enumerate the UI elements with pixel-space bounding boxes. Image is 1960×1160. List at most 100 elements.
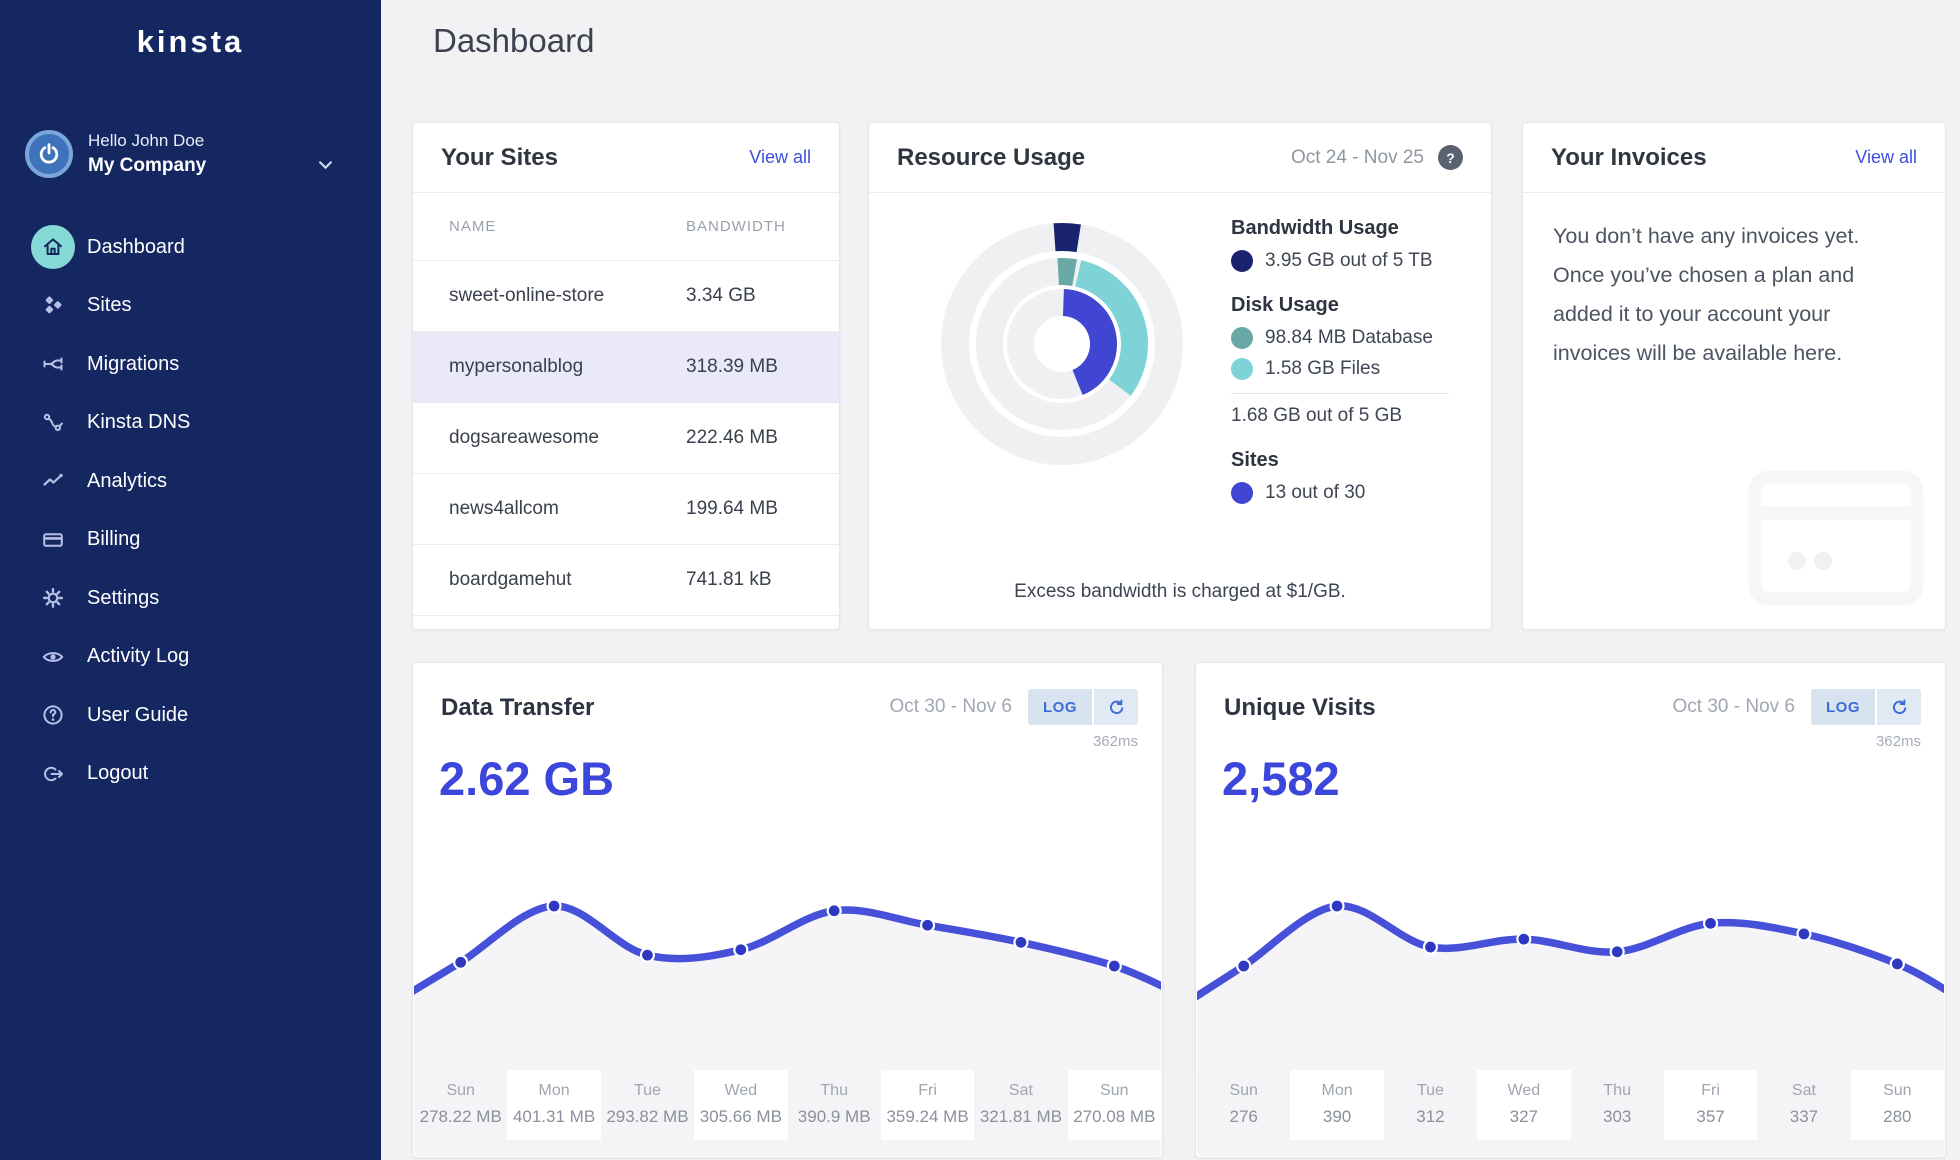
column-bandwidth: BANDWIDTH [686, 218, 786, 235]
legend-item-files: 1.58 GB Files [1231, 358, 1481, 380]
sites-table-body: sweet-online-store 3.34 GB mypersonalblog 3… [413, 261, 839, 616]
site-name: news4allcom [449, 498, 559, 519]
eye-icon [31, 635, 75, 679]
table-row[interactable]: sweet-online-store 3.34 GB [413, 261, 839, 332]
company-name: My Company [88, 155, 207, 176]
axis-value: 357 [1696, 1107, 1725, 1126]
chevron-down-icon[interactable] [318, 160, 333, 170]
user-greeting: Hello John Doe [88, 131, 205, 150]
database-dot [1231, 327, 1253, 349]
axis-label: Tue 312 [1384, 1070, 1477, 1140]
sites-view-all-link[interactable]: View all [749, 147, 811, 167]
visits-log-button[interactable]: LOG [1811, 689, 1875, 725]
transfer-log-button[interactable]: LOG [1028, 689, 1092, 725]
logout-icon [31, 752, 75, 796]
axis-label: Sun 270.08 MB [1067, 1070, 1161, 1140]
table-row[interactable]: boardgamehut 741.81 kB [413, 545, 839, 616]
visits-axis-labels: Sun 276 Mon 390 Tue 312 Wed 327 Thu 303 Fri 357 Sat 3… [1197, 1070, 1944, 1156]
data-point-thu-4 [1609, 944, 1625, 960]
axis-value: 359.24 MB [886, 1107, 969, 1126]
axis-value: 305.66 MB [699, 1107, 782, 1126]
data-transfer-card: Data Transfer Oct 30 - Nov 6 LOG 362ms 2… [412, 662, 1163, 1158]
sidebar-item-dashboard[interactable]: Dashboard [0, 218, 381, 277]
transfer-refresh-button[interactable] [1094, 689, 1138, 725]
sidebar-item-activity-log[interactable]: Activity Log [0, 628, 381, 687]
site-bandwidth: 741.81 kB [686, 569, 772, 590]
files-dot [1231, 358, 1253, 380]
axis-label: Sat 337 [1757, 1070, 1850, 1140]
invoices-view-all-link[interactable]: View all [1855, 147, 1917, 167]
sites-table-header: NAME BANDWIDTH [413, 193, 839, 261]
transfer-date-range: Oct 30 - Nov 6 [889, 696, 1013, 717]
sidebar-item-kinsta-dns[interactable]: Kinsta DNS [0, 394, 381, 453]
axis-label: Sun 276 [1197, 1070, 1290, 1140]
site-name: boardgamehut [449, 569, 572, 590]
sidebar-item-label: Logout [87, 762, 149, 785]
sidebar-item-user-guide[interactable]: User Guide [0, 686, 381, 745]
axis-label: Thu 303 [1571, 1070, 1664, 1140]
sidebar-item-label: Activity Log [87, 645, 190, 668]
bandwidth-usage-heading: Bandwidth Usage [1231, 217, 1399, 239]
data-point-tue-2 [639, 947, 655, 963]
sidebar-item-sites[interactable]: Sites [0, 277, 381, 336]
transfer-line-chart [414, 861, 1161, 1073]
sidebar-item-settings[interactable]: Settings [0, 569, 381, 628]
data-point-mon-1 [1329, 898, 1345, 914]
question-icon [31, 693, 75, 737]
sidebar-item-label: Analytics [87, 469, 168, 492]
data-point-fri-5 [920, 917, 936, 933]
axis-value: 327 [1509, 1107, 1538, 1126]
dns-icon [31, 401, 75, 445]
data-point-tue-2 [1422, 939, 1438, 955]
donut-segment-bandwidth-used [1053, 223, 1081, 253]
axis-label: Fri 359.24 MB [880, 1070, 975, 1140]
sidebar-item-analytics[interactable]: Analytics [0, 452, 381, 511]
axis-day: Fri [918, 1082, 937, 1099]
site-name: mypersonalblog [449, 356, 584, 377]
axis-value: 401.31 MB [512, 1107, 596, 1126]
donut-segment-sites-used [1062, 289, 1117, 395]
donut-segment-files [1074, 260, 1148, 396]
disk-total: 1.68 GB out of 5 GB [1231, 405, 1403, 426]
sidebar-item-billing[interactable]: Billing [0, 511, 381, 570]
axis-day: Wed [1507, 1082, 1541, 1099]
resource-date-range: Oct 24 - Nov 25 [1290, 146, 1424, 168]
bandwidth-dot [1231, 250, 1253, 272]
account-switcher[interactable]: Hello John Doe My Company [25, 128, 361, 184]
power-icon [39, 143, 59, 164]
no-invoices-message: You don’t have any invoices yet. Once yo… [1553, 224, 1860, 365]
site-bandwidth: 199.64 MB [686, 498, 778, 519]
axis-day: Tue [633, 1082, 661, 1099]
refresh-icon [1109, 698, 1123, 714]
donut-segment-database [1057, 258, 1077, 286]
sidebar-item-logout[interactable]: Logout [0, 745, 381, 804]
data-point-mon-1 [546, 898, 562, 914]
site-name: sweet-online-store [449, 285, 605, 306]
data-transfer-title: Data Transfer [441, 694, 595, 721]
axis-day: Sun [1883, 1082, 1912, 1099]
transfer-total: 2.62 GB [439, 752, 615, 805]
table-row[interactable]: news4allcom 199.64 MB [413, 474, 839, 545]
axis-label: Tue 293.82 MB [601, 1070, 694, 1140]
axis-value: 280 [1883, 1107, 1912, 1126]
axis-day: Sun [1229, 1082, 1258, 1099]
legend-item-sites: 13 out of 30 [1231, 482, 1481, 504]
help-icon[interactable]: ? [1438, 145, 1463, 170]
sidebar-item-label: Kinsta DNS [87, 411, 191, 434]
axis-value: 276 [1229, 1107, 1258, 1126]
table-row[interactable]: dogsareawesome 222.46 MB [413, 403, 839, 474]
table-row[interactable]: mypersonalblog 318.39 MB [413, 332, 839, 403]
axis-value: 321.81 MB [979, 1107, 1063, 1126]
data-point-wed-3 [1516, 931, 1532, 947]
axis-label: Wed 327 [1477, 1070, 1571, 1140]
sites-icon [31, 284, 75, 328]
data-point-wed-3 [733, 942, 749, 958]
disk-usage-heading: Disk Usage [1231, 294, 1339, 316]
visits-refresh-button[interactable] [1877, 689, 1921, 725]
sidebar-item-migrations[interactable]: Migrations [0, 335, 381, 394]
axis-value: 337 [1789, 1107, 1819, 1126]
data-point-sat-6 [1013, 934, 1029, 950]
data-point-sat-6 [1796, 926, 1812, 942]
transfer-latency: 362ms [1092, 733, 1138, 750]
column-name: NAME [449, 218, 497, 235]
